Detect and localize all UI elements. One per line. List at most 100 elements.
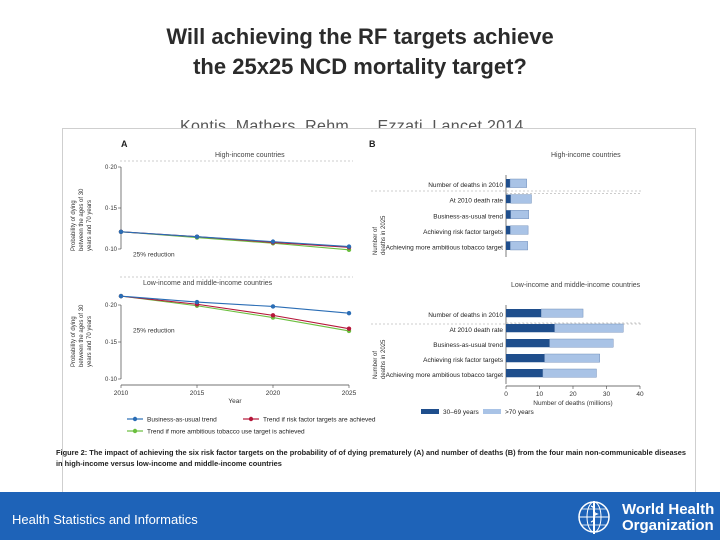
category-label: Achieving more ambitious tobacco target <box>386 244 504 251</box>
panel-a-letter: A <box>121 139 128 149</box>
chart-title: High-income countries <box>215 152 285 159</box>
category-label: At 2010 death rate <box>450 198 504 205</box>
data-point <box>270 239 276 244</box>
x-tick-label: 0 <box>504 391 508 398</box>
bar-70-plus <box>509 178 527 188</box>
legend-marker-tob <box>132 428 138 434</box>
x-tick-label: 30 <box>603 391 611 398</box>
panel-a-high-income: High-income countries 0·20 0·15 0·10 25% re… <box>105 152 353 259</box>
ylabel: Number of <box>373 351 379 379</box>
x-axis-label: Year <box>228 398 242 405</box>
ylabel-bottom-3: years and 70 years <box>87 316 93 367</box>
bar-70-plus <box>510 209 529 219</box>
bar-70-plus <box>540 308 584 318</box>
category-label: Business-as-usual trend <box>433 213 503 220</box>
series-line <box>120 295 350 330</box>
data-point <box>194 234 200 239</box>
footer-text: Health Statistics and Informatics <box>12 512 198 527</box>
bar-30-69 <box>506 225 511 235</box>
x-tick-label: 2025 <box>342 390 357 397</box>
ylabel-bottom: Probability of dying <box>71 316 77 367</box>
data-point <box>346 310 352 316</box>
series-line <box>120 295 350 332</box>
data-point <box>270 313 276 318</box>
who-name: World Health Organization <box>622 502 714 534</box>
legend-marker-rf <box>248 416 254 422</box>
data-point <box>346 244 352 249</box>
who-emblem-icon <box>578 501 610 534</box>
chart-title: High-income countries <box>551 152 621 159</box>
x-tick-label: 40 <box>636 391 644 398</box>
legend-label: Trend if risk factor targets are achieve… <box>263 417 376 424</box>
who-name-line1: World Health <box>622 501 715 518</box>
bar-70-plus <box>549 338 614 348</box>
bar-30-69 <box>506 241 511 250</box>
ylabel-top-2: between the ages of 30 <box>79 188 85 251</box>
category-label: Achieving more ambitious tobacco target <box>386 372 504 379</box>
bar-70-plus <box>544 353 600 363</box>
legend-label: 30–69 years <box>443 409 480 416</box>
series-line <box>120 295 350 314</box>
data-point <box>118 229 124 234</box>
bar-30-69 <box>506 194 511 204</box>
bar-30-69 <box>506 179 511 188</box>
bar-70-plus <box>510 225 529 235</box>
bar-70-plus <box>510 241 528 251</box>
panel-b-lmic: Low-income and middle-income countries N… <box>371 282 644 407</box>
footer-bar: Health Statistics and Informatics World … <box>0 492 720 540</box>
panel-a-lmic: Low-income and middle-income countries 0… <box>105 276 357 405</box>
legend-swatch-70 <box>483 409 501 414</box>
ylabel: Number of <box>373 227 379 255</box>
annotation: 25% reduction <box>133 252 175 259</box>
panel-b-high-income: High-income countries Number of deaths i… <box>371 152 643 257</box>
legend-label: Trend if more ambitious tobacco use targ… <box>147 429 305 436</box>
data-point <box>194 299 200 305</box>
x-tick-label: 2010 <box>114 390 129 397</box>
figure-caption: Figure 2: The impact of achieving the si… <box>56 447 690 469</box>
data-point <box>346 326 352 331</box>
slide-title: Will achieving the RF targets achieve th… <box>60 22 660 82</box>
y-tick-label: 0·20 <box>105 303 118 309</box>
ylabel-2: deaths in 2025 <box>381 339 387 379</box>
bar-70-plus <box>510 194 532 204</box>
ylabel-bottom-2: between the ages of 30 <box>79 304 85 367</box>
chart-title: Low-income and middle-income countries <box>511 282 641 289</box>
category-label: Achieving risk factor targets <box>423 229 504 236</box>
category-label: Number of deaths in 2010 <box>428 182 503 189</box>
x-tick-label: 10 <box>536 391 544 398</box>
ylabel-top: Probability of dying <box>71 200 77 251</box>
legend-a: Business-as-usual trend Trend if risk fa… <box>127 417 376 436</box>
panel-a-ylabels: Probability of dying between the ages of… <box>71 188 93 367</box>
legend-b: 30–69 years >70 years <box>421 409 534 416</box>
bar-70-plus <box>554 323 624 333</box>
caption-label: Figure 2: <box>56 448 88 457</box>
data-point <box>118 293 124 299</box>
annotation: 25% reduction <box>133 327 175 334</box>
category-label: Achieving risk factor targets <box>423 357 504 364</box>
series-line <box>120 231 350 248</box>
bar-30-69 <box>506 210 511 219</box>
title-line-2: the 25x25 NCD mortality target? <box>193 54 527 79</box>
bar-30-69 <box>506 309 542 318</box>
citation: Kontis, Mathers, Rehm, ... Ezzati, Lance… <box>180 118 524 130</box>
y-tick-label: 0·15 <box>105 340 118 346</box>
y-tick-label: 0·10 <box>105 247 118 253</box>
legend-label: Business-as-usual trend <box>147 417 217 424</box>
legend-swatch-3069 <box>421 409 439 414</box>
x-tick-label: 2020 <box>266 390 281 397</box>
category-label: At 2010 death rate <box>450 327 504 334</box>
legend-marker-bau <box>132 416 138 422</box>
y-tick-label: 0·15 <box>105 206 118 212</box>
chart-title: Low-income and middle-income countries <box>143 280 273 287</box>
category-label: Business-as-usual trend <box>433 342 503 349</box>
bar-30-69 <box>506 354 545 363</box>
x-axis-label: Number of deaths (millions) <box>533 400 612 407</box>
figure-svg: A B High-income countries 0·20 0·15 0·10 25… <box>71 139 644 436</box>
x-tick-label: 2015 <box>190 390 205 397</box>
y-tick-label: 0·20 <box>105 165 118 171</box>
y-tick-label: 0·10 <box>105 377 118 383</box>
bar-70-plus <box>542 368 597 378</box>
bar-30-69 <box>506 369 543 378</box>
bar-30-69 <box>506 339 550 348</box>
figure: A B High-income countries 0·20 0·15 0·10 25… <box>62 128 696 496</box>
